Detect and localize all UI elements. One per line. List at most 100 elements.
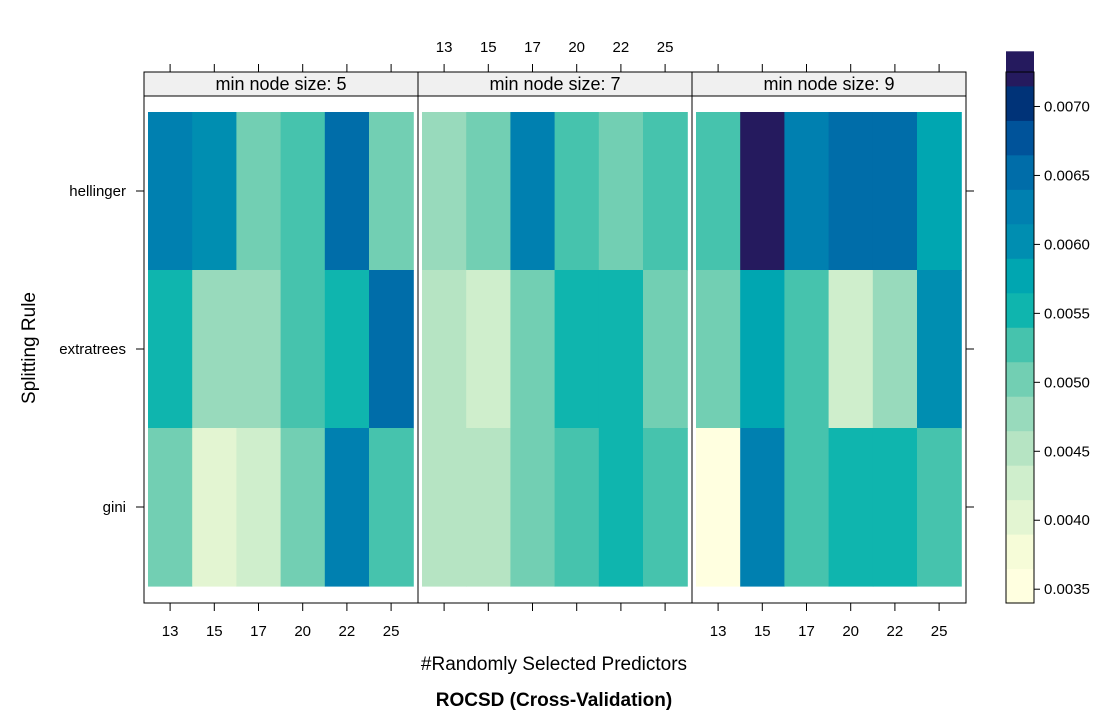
heatmap-cell-hellinger-17 [784, 112, 830, 271]
heatmap-cell-hellinger-15 [192, 112, 237, 271]
colorbar-swatch [1006, 120, 1034, 156]
heatmap-cell-extratrees-22 [324, 270, 370, 429]
heatmap-cell-extratrees-22 [872, 270, 918, 429]
heatmap-cell-extratrees-15 [466, 270, 511, 429]
heatmap-cell-hellinger-13 [696, 112, 741, 271]
colorbar-tick-label: 0.0055 [1044, 305, 1090, 322]
heatmap-cell-gini-17 [510, 428, 556, 587]
strip-label: min node size: 7 [489, 74, 620, 94]
colorbar-tick-label: 0.0040 [1044, 512, 1090, 529]
x-tick-label: 17 [798, 623, 815, 640]
heatmap-cell-gini-25 [369, 428, 414, 587]
panel-strip [417, 71, 693, 97]
y-axis-title: Splitting Rule [19, 292, 40, 404]
heatmap-cell-hellinger-13 [422, 112, 467, 271]
heatmap-cell-gini-20 [828, 428, 874, 587]
heatmap-cell-extratrees-15 [192, 270, 237, 429]
x-tick-label: 15 [754, 623, 771, 640]
colorbar-swatch [1006, 292, 1034, 328]
heatmap-cell-extratrees-13 [696, 270, 741, 429]
heatmap-cell-gini-13 [696, 428, 741, 587]
heatmap-cell-gini-25 [643, 428, 688, 587]
colorbar-swatch [1006, 430, 1034, 466]
panel-strip [143, 71, 419, 97]
x-axis-title: #Randomly Selected Predictors [421, 654, 687, 675]
heatmap-cell-hellinger-22 [872, 112, 918, 271]
strip-label: min node size: 9 [763, 74, 894, 94]
panel-strip [691, 71, 967, 97]
heatmap-cell-hellinger-20 [280, 112, 326, 271]
heatmap-cell-hellinger-15 [466, 112, 511, 271]
heatmap-cell-gini-15 [740, 428, 785, 587]
heatmap-cell-gini-17 [236, 428, 282, 587]
heatmap-cell-extratrees-25 [917, 270, 962, 429]
heatmap-cell-hellinger-13 [148, 112, 193, 271]
colorbar-swatch [1006, 499, 1034, 535]
heatmap-cell-gini-20 [280, 428, 326, 587]
heatmap-cell-extratrees-13 [422, 270, 467, 429]
heatmap-cell-extratrees-22 [598, 270, 644, 429]
x-tick-label: 13 [710, 623, 727, 640]
heatmap-cell-gini-13 [148, 428, 193, 587]
y-tick-label: extratrees [59, 341, 126, 358]
y-tick-label: hellinger [69, 183, 126, 200]
colorbar-swatch [1006, 85, 1034, 121]
heatmap-cell-gini-20 [554, 428, 600, 587]
panel-1: min node size: 5 13 15 17 20 22 25 [143, 64, 419, 640]
x-tick-label-top: 20 [568, 39, 585, 56]
heatmap-cell-extratrees-15 [740, 270, 785, 429]
colorbar-swatch [1006, 568, 1034, 604]
heatmap-cell-gini-22 [324, 428, 370, 587]
heatmap-cell-hellinger-25 [643, 112, 688, 271]
heatmap-cell-gini-15 [192, 428, 237, 587]
colorbar-tick-label: 0.0050 [1044, 374, 1090, 391]
chart-subtitle: ROCSD (Cross-Validation) [436, 690, 672, 711]
x-tick-label: 25 [383, 623, 400, 640]
x-tick-label: 20 [294, 623, 311, 640]
colorbar-border [1005, 71, 1035, 604]
heatmap-cell-hellinger-20 [554, 112, 600, 271]
heatmap-cell-extratrees-17 [784, 270, 830, 429]
heatmap-cell-extratrees-20 [828, 270, 874, 429]
colorbar: 0.0035 0.0040 0.0045 0.0050 0.0055 0.0060 0.00… [1005, 51, 1090, 604]
x-tick-label-top: 13 [436, 39, 453, 56]
colorbar-swatch [1006, 396, 1034, 432]
x-tick-label: 22 [339, 623, 356, 640]
colorbar-swatch [1006, 534, 1034, 570]
heatmap-cell-gini-25 [917, 428, 962, 587]
heatmap-cell-extratrees-25 [643, 270, 688, 429]
panel-3: min node size: 9 13 15 17 20 22 25 [691, 64, 967, 640]
heatmap-cell-hellinger-17 [510, 112, 556, 271]
colorbar-swatch [1006, 361, 1034, 397]
heatmap-cell-extratrees-20 [280, 270, 326, 429]
heatmap-cell-hellinger-22 [324, 112, 370, 271]
colorbar-tick-label: 0.0045 [1044, 443, 1090, 460]
x-tick-label: 20 [842, 623, 859, 640]
x-tick-label: 22 [887, 623, 904, 640]
heatmap-cell-extratrees-17 [236, 270, 282, 429]
heatmap-cell-hellinger-20 [828, 112, 874, 271]
heatmap-cell-hellinger-25 [917, 112, 962, 271]
heatmap-cell-gini-15 [466, 428, 511, 587]
colorbar-swatch [1006, 223, 1034, 259]
heatmap-cell-hellinger-25 [369, 112, 414, 271]
heatmap-cell-hellinger-17 [236, 112, 282, 271]
x-tick-label-top: 22 [613, 39, 630, 56]
heatmap-cell-hellinger-15 [740, 112, 785, 271]
heatmap-cell-gini-13 [422, 428, 467, 587]
x-tick-label: 25 [931, 623, 948, 640]
colorbar-swatch [1006, 327, 1034, 363]
colorbar-tick-label: 0.0065 [1044, 167, 1090, 184]
x-tick-label: 15 [206, 623, 223, 640]
colorbar-swatch [1006, 465, 1034, 501]
heatmap-cell-extratrees-25 [369, 270, 414, 429]
colorbar-swatch [1006, 258, 1034, 294]
heatmap-cell-gini-22 [598, 428, 644, 587]
colorbar-tick-label: 0.0060 [1044, 236, 1090, 253]
x-tick-label-top: 15 [480, 39, 497, 56]
colorbar-swatch [1006, 154, 1034, 190]
panel-2: min node size: 7 13 15 17 20 22 25 [417, 39, 693, 611]
colorbar-swatch [1006, 51, 1034, 87]
colorbar-swatch [1006, 189, 1034, 225]
